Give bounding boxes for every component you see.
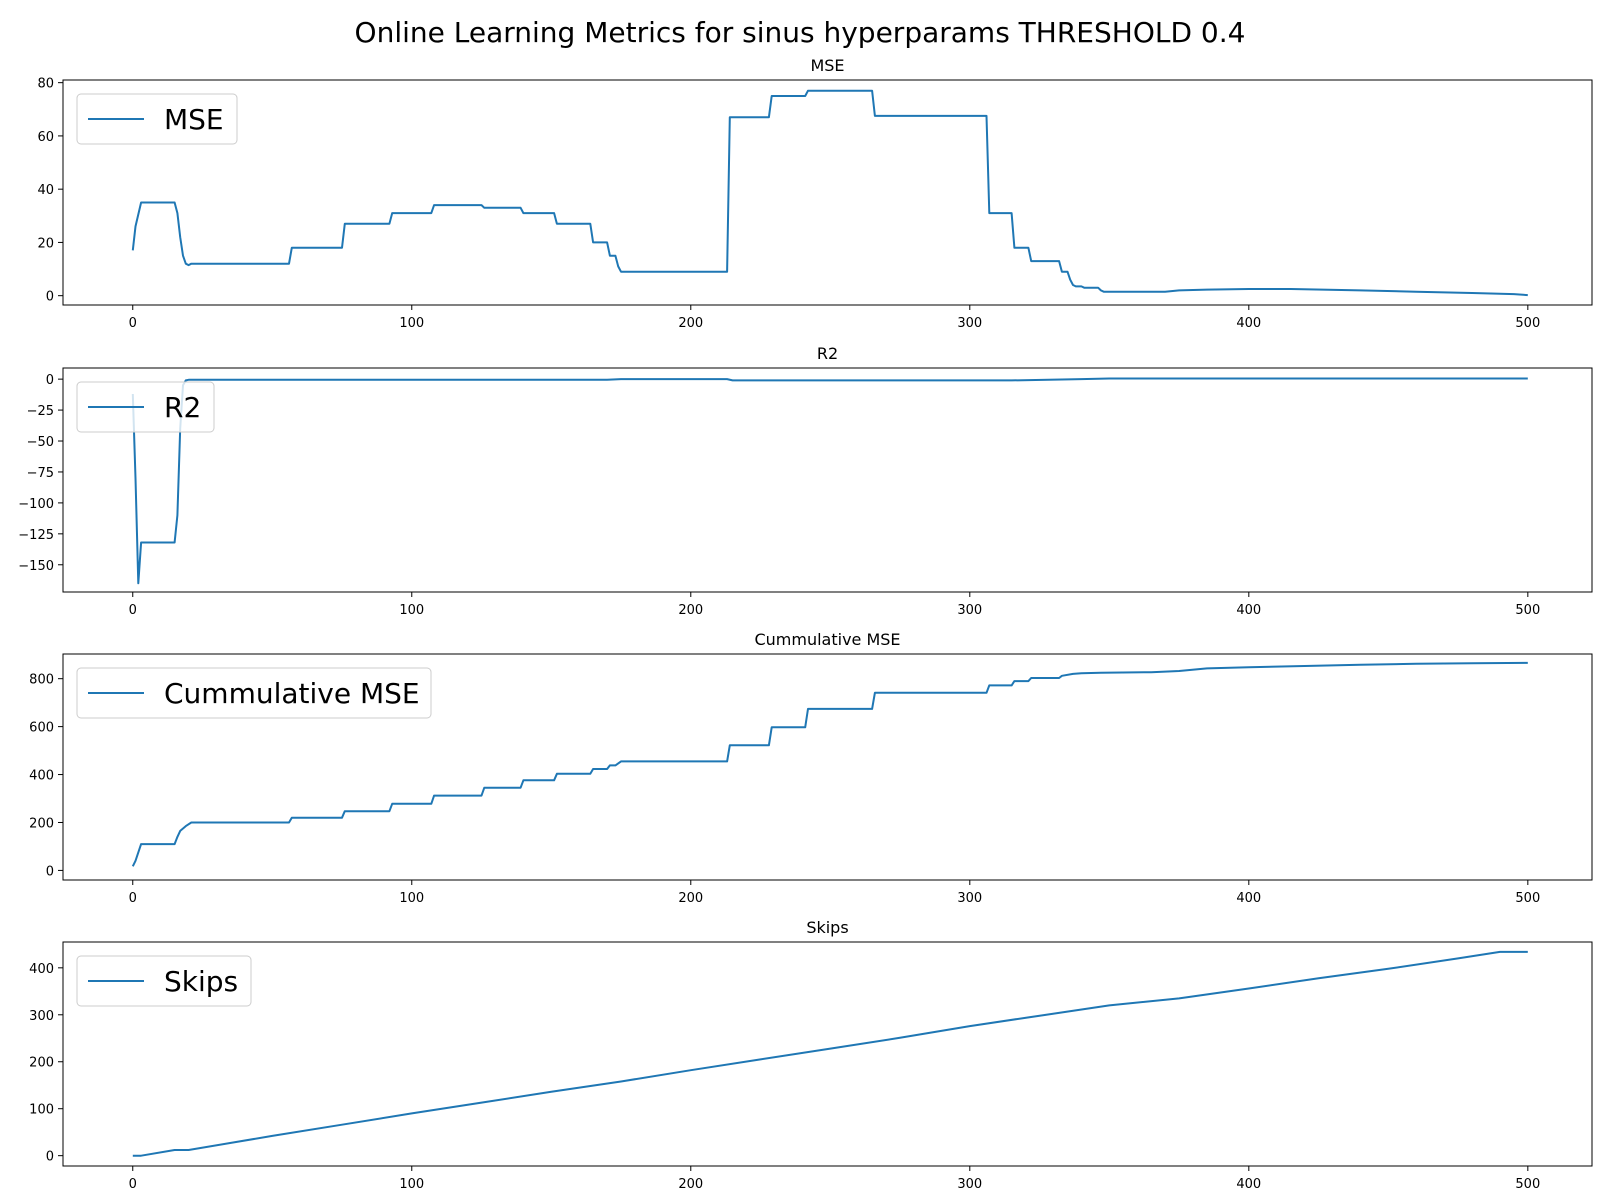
x-tick-label: 200 bbox=[678, 891, 703, 906]
y-tick-label: 800 bbox=[29, 673, 54, 688]
x-tick-label: 500 bbox=[1515, 1177, 1540, 1192]
panel-title: Skips bbox=[806, 918, 848, 937]
x-tick-label: 500 bbox=[1515, 603, 1540, 618]
legend-box bbox=[76, 93, 238, 145]
x-tick-label: 100 bbox=[399, 603, 424, 618]
legend-box bbox=[76, 667, 432, 719]
figure-title: Online Learning Metrics for sinus hyperp… bbox=[354, 16, 1246, 49]
y-tick-label: 60 bbox=[37, 130, 54, 145]
y-tick-label: 40 bbox=[37, 183, 54, 198]
chart-panel-4: Skips 0 100 200 300 400 500 0 100 200 300 400 Skips bbox=[29, 918, 1593, 1192]
x-tick-label: 400 bbox=[1236, 1177, 1261, 1192]
legend-label: Cummulative MSE bbox=[164, 677, 420, 710]
y-tick-label: 200 bbox=[29, 1056, 54, 1071]
panel-title: MSE bbox=[810, 56, 844, 75]
plot-frame bbox=[62, 941, 1593, 1167]
panel-title: R2 bbox=[817, 344, 838, 363]
y-tick-label: 0 bbox=[46, 1150, 54, 1165]
x-tick-label: 200 bbox=[678, 316, 703, 331]
x-tick-label: 100 bbox=[399, 891, 424, 906]
chart-panel-3: Cummulative MSE 0 100 200 300 400 500 0 200 400 60… bbox=[29, 630, 1593, 906]
x-tick-label: 0 bbox=[129, 891, 137, 906]
x-tick-label: 400 bbox=[1236, 891, 1261, 906]
y-tick-label: 0 bbox=[46, 864, 54, 879]
x-tick-label: 0 bbox=[129, 316, 137, 331]
series-line-r2 bbox=[131, 377, 1528, 585]
x-tick-label: 0 bbox=[129, 603, 137, 618]
plot-frame bbox=[62, 367, 1593, 593]
y-tick-label: −100 bbox=[18, 497, 54, 512]
x-tick-label: 500 bbox=[1515, 891, 1540, 906]
x-tick-label: 100 bbox=[399, 316, 424, 331]
y-tick-label: 600 bbox=[29, 721, 54, 736]
legend: Cummulative MSE bbox=[76, 667, 432, 719]
chart-panel-2: R2 0 100 200 300 400 500 0 −25 −50 −75 −100 −125 −150… bbox=[18, 344, 1593, 618]
y-tick-label: 80 bbox=[37, 77, 54, 92]
legend-box bbox=[76, 381, 215, 433]
x-tick-label: 400 bbox=[1236, 603, 1261, 618]
x-tick-label: 500 bbox=[1515, 316, 1540, 331]
x-tick-label: 400 bbox=[1236, 316, 1261, 331]
y-tick-label: 400 bbox=[29, 769, 54, 784]
series-line-skips bbox=[132, 950, 1528, 1157]
y-tick-label: −75 bbox=[27, 466, 54, 481]
panel-title: Cummulative MSE bbox=[754, 630, 900, 649]
y-tick-label: 20 bbox=[37, 236, 54, 251]
legend: MSE bbox=[76, 93, 238, 145]
x-tick-label: 300 bbox=[957, 891, 982, 906]
x-tick-label: 100 bbox=[399, 1177, 424, 1192]
legend-label: MSE bbox=[164, 103, 224, 136]
y-tick-label: 300 bbox=[29, 1009, 54, 1024]
legend: Skips bbox=[76, 955, 252, 1007]
x-tick-label: 200 bbox=[678, 1177, 703, 1192]
y-tick-label: −50 bbox=[27, 435, 54, 450]
y-tick-label: 400 bbox=[29, 962, 54, 977]
x-tick-label: 200 bbox=[678, 603, 703, 618]
plot-frame bbox=[62, 79, 1593, 306]
y-tick-label: −25 bbox=[27, 404, 54, 419]
legend-label: R2 bbox=[164, 391, 201, 424]
chart-panel-1: MSE 0 100 200 300 400 500 0 20 40 60 80 MSE bbox=[37, 56, 1593, 331]
series-line-mse bbox=[131, 89, 1528, 297]
legend-box bbox=[76, 955, 252, 1007]
x-tick-label: 300 bbox=[957, 316, 982, 331]
series-line-cummulative-mse bbox=[131, 661, 1528, 867]
x-tick-label: 300 bbox=[957, 603, 982, 618]
y-tick-label: 100 bbox=[29, 1103, 54, 1118]
y-tick-label: −125 bbox=[18, 528, 54, 543]
y-tick-label: 200 bbox=[29, 816, 54, 831]
legend: R2 bbox=[76, 381, 215, 433]
y-tick-label: 0 bbox=[46, 290, 54, 305]
y-tick-label: 0 bbox=[46, 373, 54, 388]
x-tick-label: 300 bbox=[957, 1177, 982, 1192]
legend-label: Skips bbox=[164, 965, 238, 998]
y-tick-label: −150 bbox=[18, 559, 54, 574]
x-tick-label: 0 bbox=[129, 1177, 137, 1192]
plot-frame bbox=[62, 653, 1593, 881]
